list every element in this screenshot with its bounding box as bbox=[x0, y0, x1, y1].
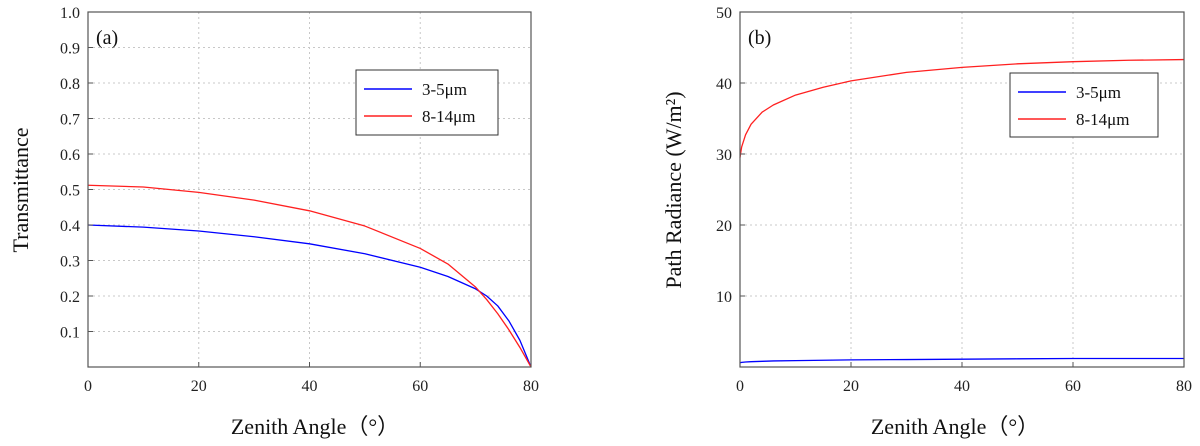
panel-b-legend: 3-5μm 8-14μm bbox=[1009, 72, 1159, 138]
panel-a-tag: (a) bbox=[96, 27, 118, 49]
panel-a-xtick-label: 80 bbox=[523, 378, 539, 395]
panel-b-xtick-label: 20 bbox=[843, 378, 859, 395]
panel-a-ytick-label: 0.8 bbox=[60, 76, 80, 93]
panel-a-series-line-1 bbox=[87, 184, 532, 368]
panel-a-xtick-label: 60 bbox=[412, 378, 428, 395]
panel-a-xtick-label: 40 bbox=[302, 378, 318, 395]
panel-a-ytick-label: 0.1 bbox=[60, 325, 80, 342]
panel-a-transmittance: 0 20 40 60 800.10.20.30.40.50.60.70.80.91.0 … bbox=[8, 5, 539, 439]
panel-b-ytick-label: 50 bbox=[716, 5, 732, 22]
panel-a-ytick-label: 0.4 bbox=[60, 218, 80, 235]
panel-a-ytick-label: 0.6 bbox=[60, 147, 80, 164]
panel-a-xlabel: Zenith Angle（°） bbox=[231, 414, 399, 439]
panel-a-ytick-label: 0.3 bbox=[60, 254, 80, 271]
panel-b-ylabel: Path Radiance (W/m²) bbox=[661, 91, 686, 288]
panel-b-series-line-1 bbox=[739, 58, 1185, 158]
panel-b-ytick-label: 40 bbox=[716, 76, 732, 93]
panel-b-xlabel: Zenith Angle（°） bbox=[871, 414, 1039, 439]
panel-b-legend-box bbox=[1009, 72, 1159, 138]
panel-b-xtick-label: 80 bbox=[1176, 378, 1192, 395]
panel-b-ytick-label: 10 bbox=[716, 289, 732, 306]
panel-a-series-line-0 bbox=[87, 224, 532, 368]
panel-a-ytick-label: 1.0 bbox=[60, 5, 80, 22]
panel-a-ylabel: Transmittance bbox=[8, 127, 33, 252]
panel-b-ytick-label: 20 bbox=[716, 218, 732, 235]
panel-a-legend-label: 3-5μm bbox=[422, 80, 467, 99]
panel-a-xtick-label: 0 bbox=[84, 378, 92, 395]
panel-b-ytick-label: 30 bbox=[716, 147, 732, 164]
panel-b-xtick-label: 60 bbox=[1065, 378, 1081, 395]
panel-a-legend-box bbox=[355, 69, 499, 136]
panel-a-ytick-label: 0.5 bbox=[60, 183, 80, 200]
panel-b-xtick-label: 0 bbox=[736, 378, 744, 395]
panel-b-tag: (b) bbox=[748, 27, 771, 49]
panel-b-legend-label: 3-5μm bbox=[1076, 83, 1121, 102]
panel-b-series-line-0 bbox=[739, 357, 1184, 364]
panel-a-ytick-label: 0.9 bbox=[60, 41, 80, 58]
panel-a-legend-label: 8-14μm bbox=[422, 107, 476, 126]
panel-a-xtick-label: 20 bbox=[191, 378, 207, 395]
panel-b-legend-label: 8-14μm bbox=[1076, 110, 1130, 129]
panel-b-xtick-label: 40 bbox=[954, 378, 970, 395]
panel-a-ytick-label: 0.2 bbox=[60, 289, 80, 306]
panel-a-legend: 3-5μm 8-14μm bbox=[355, 69, 499, 136]
panel-a-ytick-label: 0.7 bbox=[60, 112, 80, 129]
